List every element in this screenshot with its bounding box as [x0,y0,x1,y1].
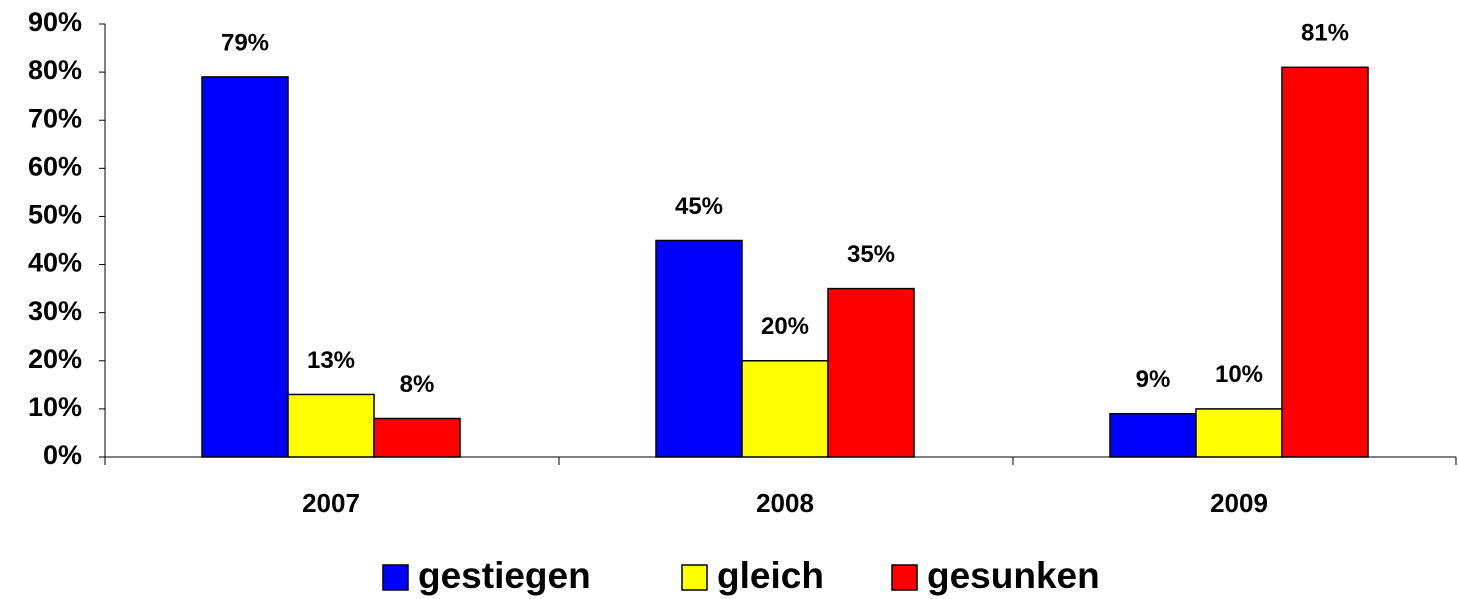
value-label: 81% [1301,20,1349,47]
value-label: 20% [761,313,809,340]
bar [741,360,829,458]
bar [827,287,915,458]
y-tick-label: 50% [28,200,82,230]
legend-swatch [891,564,918,591]
bar [655,239,743,458]
bar [1195,408,1283,458]
value-label: 35% [847,241,895,268]
y-tick-label: 80% [28,55,82,85]
y-tick-label: 10% [28,392,82,422]
y-tick-label: 20% [28,344,82,374]
value-label: 8% [400,371,435,398]
legend-label: gleich [717,555,824,596]
x-tick-label: 2007 [302,488,360,518]
value-label: 13% [307,347,355,374]
legend-label: gesunken [927,555,1100,596]
y-tick-label: 60% [28,151,82,181]
y-tick-label: 30% [28,296,82,326]
legend-label: gestiegen [418,555,591,596]
x-tick-label: 2008 [756,488,814,518]
value-label: 79% [221,29,269,56]
legend-swatch [681,564,708,591]
bar [201,76,289,458]
value-label: 45% [675,193,723,220]
y-tick-label: 40% [28,248,82,278]
x-tick-label: 2009 [1210,488,1268,518]
y-tick-label: 90% [28,7,82,37]
y-tick-label: 0% [43,440,82,470]
y-tick-label: 70% [28,103,82,133]
bar [373,417,461,458]
bar [1109,412,1197,458]
value-label: 10% [1215,361,1263,388]
value-label: 9% [1136,366,1171,393]
legend-swatch [382,564,409,591]
bar [1281,66,1369,458]
bar [287,393,375,458]
